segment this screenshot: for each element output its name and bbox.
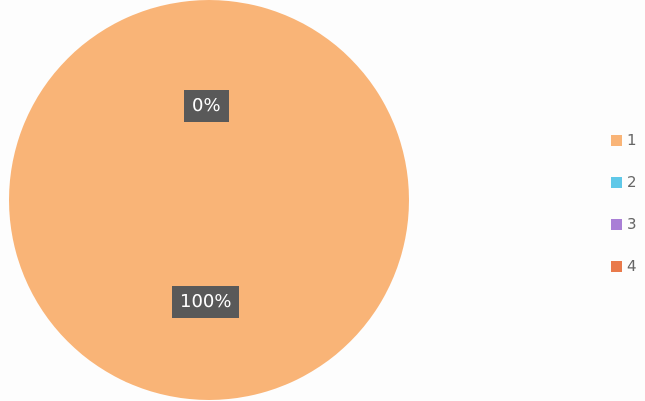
legend-label-2: 2 <box>627 173 637 191</box>
legend-swatch-2 <box>611 176 622 188</box>
legend-item-3: 3 <box>611 214 645 234</box>
legend-label-3: 3 <box>627 215 637 233</box>
pie-svg <box>9 0 409 400</box>
data-label-hundred-percent: 100% <box>172 286 240 318</box>
legend-item-4: 4 <box>611 256 645 276</box>
legend-swatch-1 <box>611 134 622 146</box>
legend-swatch-4 <box>611 260 622 272</box>
pie-slice-1 <box>9 0 409 400</box>
legend-item-1: 1 <box>611 130 645 150</box>
legend-swatch-3 <box>611 218 622 230</box>
legend-label-1: 1 <box>627 131 637 149</box>
legend-label-4: 4 <box>627 257 637 275</box>
legend: 1 2 3 4 <box>611 130 645 298</box>
legend-item-2: 2 <box>611 172 645 192</box>
pie-plot-area: 0% 100% <box>9 0 409 400</box>
data-label-zero-percent: 0% <box>184 90 229 122</box>
